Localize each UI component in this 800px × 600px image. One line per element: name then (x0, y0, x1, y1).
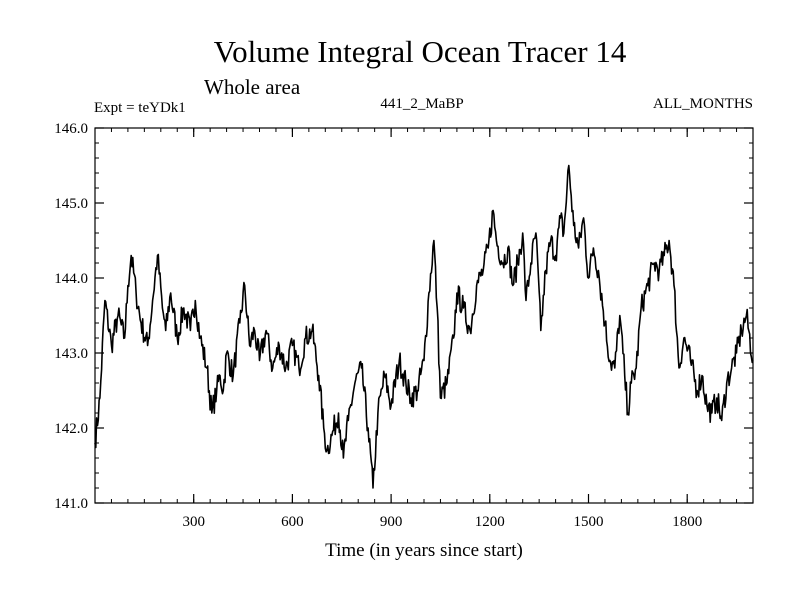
y-tick-label: 144.0 (54, 271, 88, 287)
series-line (94, 164, 754, 489)
experiment-label: Expt = teYDk1 (94, 100, 186, 116)
x-tick-label: 900 (380, 514, 403, 530)
y-tick-label: 142.0 (54, 421, 88, 437)
x-tick-label: 300 (182, 514, 205, 530)
chart-subtitle: Whole area (204, 75, 301, 99)
x-tick-label: 600 (281, 514, 304, 530)
y-tick-label: 146.0 (54, 121, 88, 137)
months-label: ALL_MONTHS (653, 96, 753, 112)
y-tick-label: 141.0 (54, 496, 88, 512)
x-tick-label: 1500 (574, 514, 604, 530)
x-tick-label: 1200 (475, 514, 505, 530)
run-label: 441_2_MaBP (380, 96, 463, 112)
x-axis-label: Time (in years since start) (325, 540, 523, 561)
y-tick-label: 145.0 (54, 196, 88, 212)
chart-title: Volume Integral Ocean Tracer 14 (214, 34, 627, 69)
plot-area: 300 600 900 1200 1500 1800 141.0 142.0 143.0 144.… (54, 121, 754, 530)
x-tick-label: 1800 (672, 514, 702, 530)
y-tick-label: 143.0 (54, 346, 88, 362)
